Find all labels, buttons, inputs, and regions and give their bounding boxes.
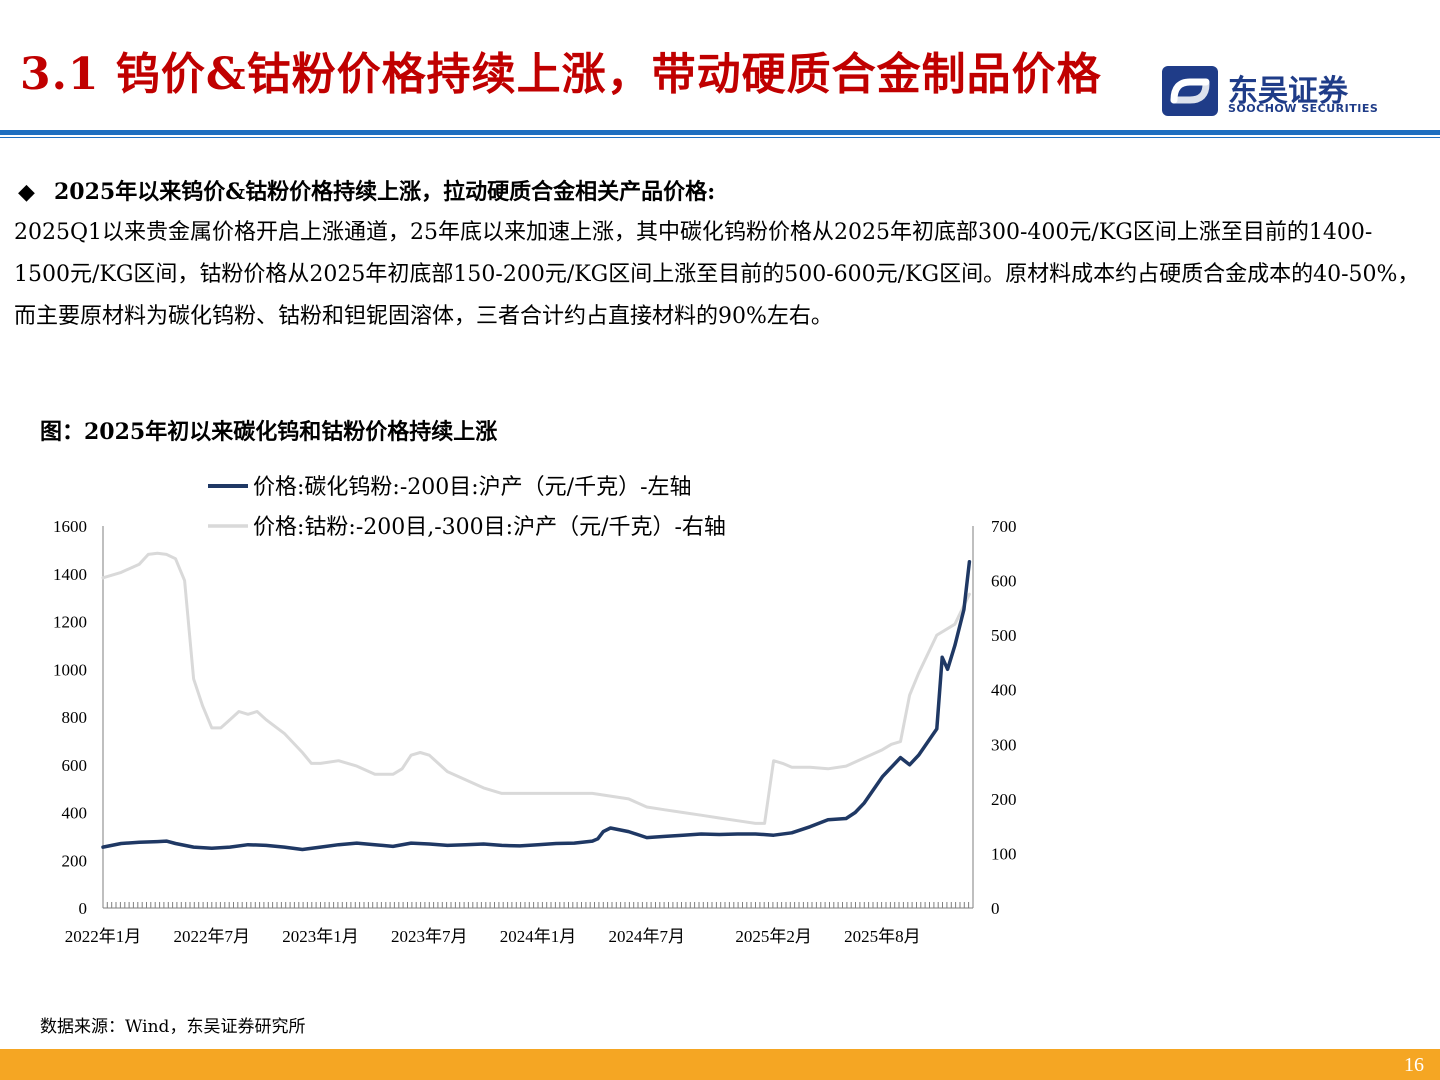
y-right-tick-label: 0 xyxy=(991,899,1000,918)
x-tick-label: 2022年1月 xyxy=(65,927,142,946)
y-left-tick-label: 1000 xyxy=(53,660,87,679)
y-left-tick-label: 0 xyxy=(79,899,88,918)
header-divider-thin xyxy=(0,137,1440,138)
footer-bar xyxy=(0,1049,1440,1080)
logo-text-cn: 东吴证券 xyxy=(1228,74,1348,109)
brand-logo: 东吴证券 SOOCHOW SECURITIES xyxy=(1160,64,1410,118)
x-axis-minor-ticks xyxy=(102,902,974,908)
y-left-tick-label: 1200 xyxy=(53,613,87,632)
diamond-bullet-icon: ◆ xyxy=(18,179,35,205)
y-left-tick-label: 1400 xyxy=(53,565,87,584)
y-left-tick-label: 400 xyxy=(62,804,88,823)
y-right-tick-label: 400 xyxy=(991,681,1017,700)
y-left-tick-label: 800 xyxy=(62,708,88,727)
series-line-tungsten-carbide xyxy=(101,560,972,852)
logo-text-en: SOOCHOW SECURITIES xyxy=(1228,102,1379,115)
y-left-tick-label: 600 xyxy=(62,756,88,775)
series-line-cobalt xyxy=(101,551,971,825)
x-tick-label: 2022年7月 xyxy=(174,927,251,946)
x-tick-label: 2025年2月 xyxy=(735,927,812,946)
figure-title: 图：2025年初以来碳化钨和钴粉价格持续上涨 xyxy=(40,419,498,445)
data-source: 数据来源：Wind，东吴证券研究所 xyxy=(40,1017,306,1037)
legend-label-cobalt: 价格:钴粉:-200目,-300目:沪产（元/千克）-右轴 xyxy=(253,515,726,540)
header-divider xyxy=(0,130,1440,135)
x-tick-label: 2023年1月 xyxy=(282,927,359,946)
chart-legend: 价格:碳化钨粉:-200目:沪产（元/千克）-左轴价格:钴粉:-200目,-30… xyxy=(208,475,726,540)
page-number: 16 xyxy=(1404,1054,1424,1076)
y-right-tick-label: 700 xyxy=(991,517,1017,536)
x-tick-label: 2023年7月 xyxy=(391,927,468,946)
soochow-logo-icon xyxy=(1162,66,1218,116)
y-right-tick-label: 500 xyxy=(991,626,1017,645)
chart-series xyxy=(101,551,972,852)
bullet-heading-text: 2025年以来钨价&钴粉价格持续上涨，拉动硬质合金相关产品价格: xyxy=(54,179,716,205)
x-tick-label: 2024年7月 xyxy=(609,927,686,946)
bullet-heading: ◆ 2025年以来钨价&钴粉价格持续上涨，拉动硬质合金相关产品价格: xyxy=(18,174,715,206)
legend-label-tungsten: 价格:碳化钨粉:-200目:沪产（元/千克）-左轴 xyxy=(253,475,692,500)
y-right-tick-label: 600 xyxy=(991,572,1017,591)
y-right-tick-label: 200 xyxy=(991,790,1017,809)
page-title: 3.1 钨价&钴粉价格持续上涨，带动硬质合金制品价格 xyxy=(20,49,1102,100)
x-tick-label: 2024年1月 xyxy=(500,927,577,946)
chart-axes: 0 200 400 600 800 1000 1200 1400 1600 0 100 200 300 4… xyxy=(53,517,1017,946)
price-line-chart: 价格:碳化钨粉:-200目:沪产（元/千克）-左轴价格:钴粉:-200目,-30… xyxy=(53,475,1017,946)
y-right-tick-label: 300 xyxy=(991,735,1017,754)
body-paragraph: 2025Q1以来贵金属价格开启上涨通道，25年底以来加速上涨，其中碳化钨粉价格从… xyxy=(14,220,1420,329)
y-left-tick-label: 1600 xyxy=(53,517,87,536)
x-tick-label: 2025年8月 xyxy=(844,927,921,946)
y-left-tick-label: 200 xyxy=(62,851,88,870)
y-right-tick-label: 100 xyxy=(991,844,1017,863)
